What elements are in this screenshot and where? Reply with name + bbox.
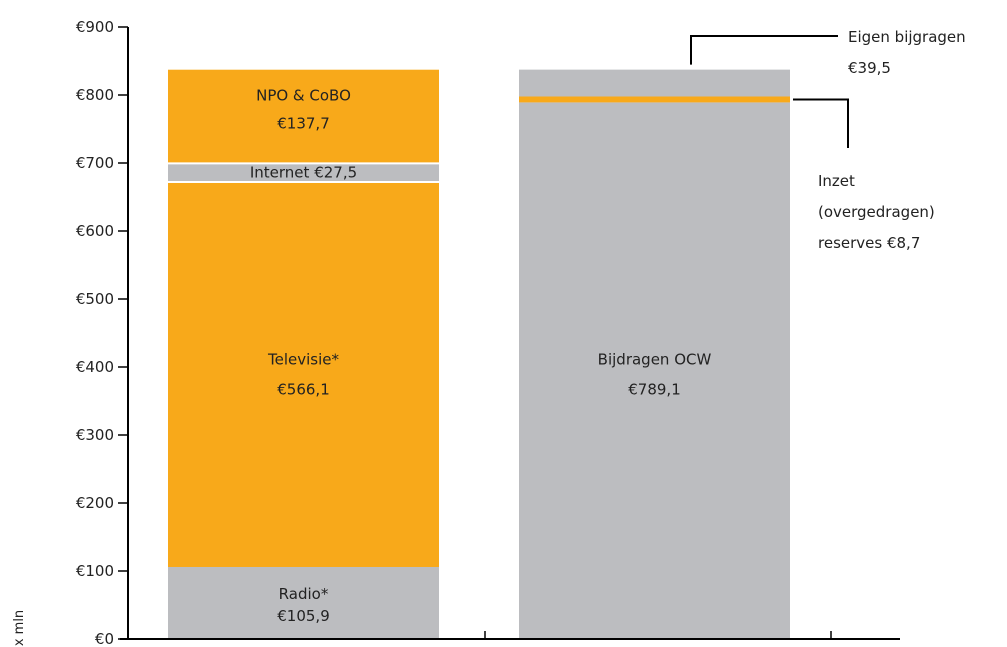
callout-line-inzet-reserves	[793, 98, 849, 148]
segment-label-internet: Internet €27,5	[250, 164, 357, 182]
annotation-inzet-line3: reserves €8,7	[818, 234, 920, 252]
axes-layer: €0 €100 €200 €300 €400 €500 €600 €700 €800 €900 x …	[12, 18, 900, 647]
y-tick-label: €100	[76, 562, 114, 580]
segment-value-npo-cobo: €137,7	[277, 115, 330, 133]
y-tick-label: €300	[76, 426, 114, 444]
bar-segment	[168, 69, 439, 164]
annotation-inzet: Inzet	[818, 172, 855, 190]
y-tick-label: €900	[76, 18, 114, 36]
annotation-eigen-bijgragen-value: €39,5	[848, 59, 891, 77]
callout-line-eigen-bijgragen	[690, 35, 838, 65]
y-tick-label: €700	[76, 154, 114, 172]
annotations-layer: Eigen bijgragen €39,5 Inzet (overgedragen) r…	[690, 28, 966, 252]
segment-label-bijdragen-ocw: Bijdragen OCW	[598, 350, 712, 368]
segment-value-radio: €105,9	[277, 607, 330, 625]
segment-value-televisie: €566,1	[277, 380, 330, 398]
segment-label-televisie: Televisie*	[267, 350, 339, 368]
segment-value-bijdragen-ocw: €789,1	[628, 380, 681, 398]
bar-segment	[519, 69, 790, 97]
y-axis-title: x mln	[12, 610, 27, 646]
labels-layer: Radio* €105,9 Televisie* €566,1 Internet €27…	[250, 87, 712, 625]
segment-label-radio: Radio*	[279, 585, 329, 603]
bar-segment	[519, 96, 790, 103]
annotation-eigen-bijgragen: Eigen bijgragen	[848, 28, 966, 46]
y-tick-label: €800	[76, 86, 114, 104]
y-tick-label: €400	[76, 358, 114, 376]
bar-segment	[168, 182, 439, 567]
bar-segment	[168, 163, 439, 183]
bar-segment	[519, 102, 790, 640]
y-tick-label: €0	[95, 630, 114, 647]
y-tick-label: €500	[76, 290, 114, 308]
bars-layer	[168, 69, 790, 640]
y-tick-label: €600	[76, 222, 114, 240]
annotation-inzet-line2: (overgedragen)	[818, 203, 935, 221]
bar-segment	[168, 566, 439, 639]
y-tick-label: €200	[76, 494, 114, 512]
segment-label-npo-cobo: NPO & CoBO	[256, 87, 351, 105]
